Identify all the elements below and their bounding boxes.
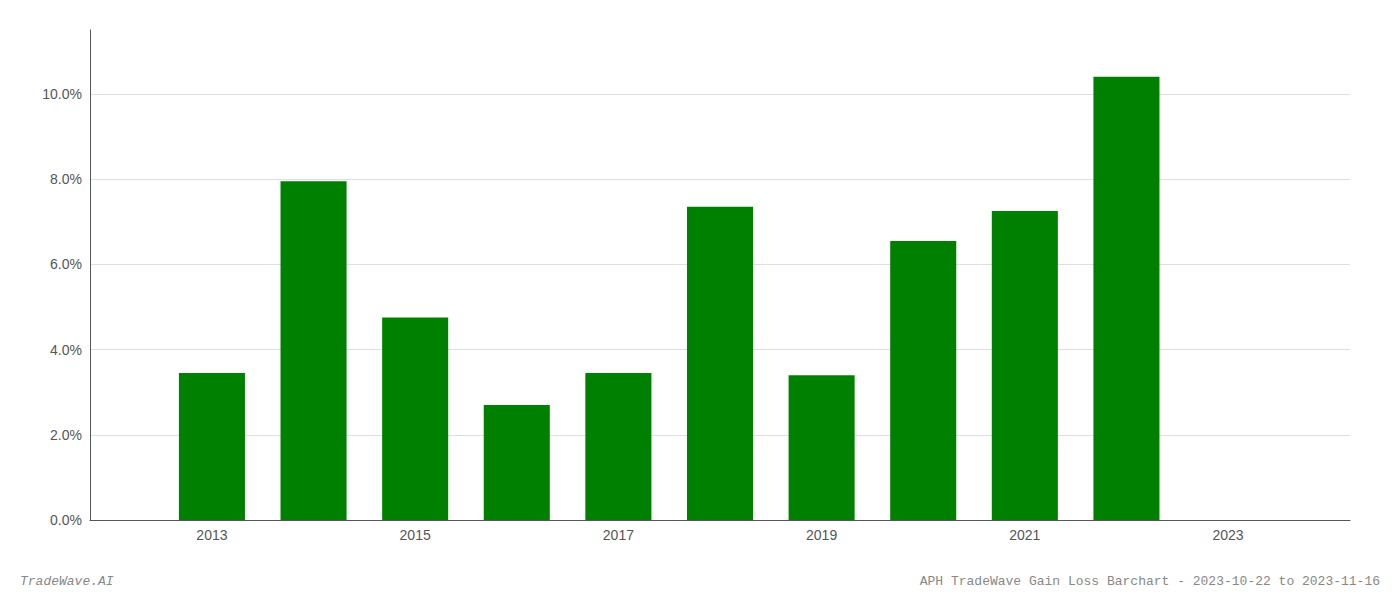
svg-text:6.0%: 6.0% xyxy=(50,256,82,272)
svg-text:2013: 2013 xyxy=(196,527,227,543)
svg-text:10.0%: 10.0% xyxy=(42,86,82,102)
svg-text:TradeWave.AI: TradeWave.AI xyxy=(20,574,114,589)
svg-text:0.0%: 0.0% xyxy=(50,512,82,528)
svg-text:2019: 2019 xyxy=(806,527,837,543)
svg-text:2021: 2021 xyxy=(1009,527,1040,543)
svg-text:2017: 2017 xyxy=(603,527,634,543)
svg-text:8.0%: 8.0% xyxy=(50,171,82,187)
svg-text:2023: 2023 xyxy=(1212,527,1243,543)
svg-text:APH TradeWave Gain Loss Barcha: APH TradeWave Gain Loss Barchart - 2023-… xyxy=(920,574,1380,589)
svg-text:2.0%: 2.0% xyxy=(50,427,82,443)
svg-text:2015: 2015 xyxy=(400,527,431,543)
svg-text:4.0%: 4.0% xyxy=(50,342,82,358)
